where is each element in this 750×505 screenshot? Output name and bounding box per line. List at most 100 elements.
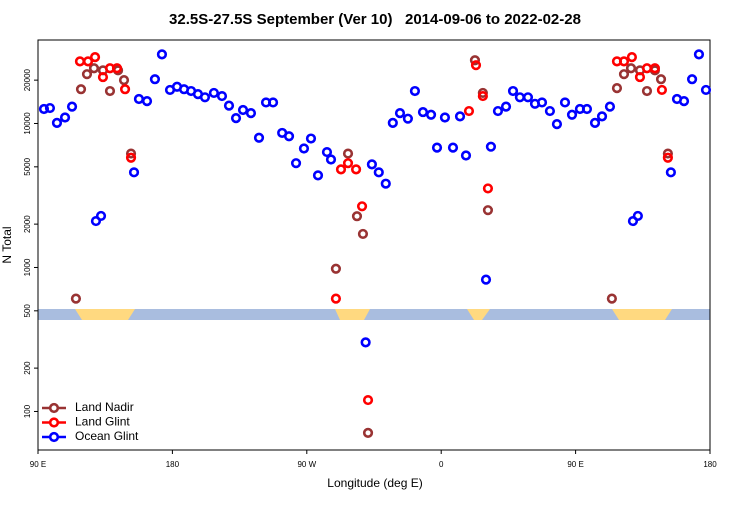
legend-label: Land Nadir (75, 400, 134, 414)
point (66, 101, 78, 112)
point (625, 63, 637, 74)
point (551, 119, 563, 130)
point (149, 74, 161, 85)
point (290, 158, 302, 169)
point (357, 228, 369, 240)
point (342, 158, 354, 169)
point (360, 337, 371, 348)
point (394, 108, 406, 119)
point (482, 205, 494, 216)
legend-marker (48, 417, 60, 428)
point (90, 215, 102, 227)
point (618, 56, 630, 67)
point (38, 103, 50, 115)
point (589, 117, 601, 128)
point (223, 100, 235, 111)
x-tick-label: 180 (166, 460, 180, 469)
y-tick-label: 20000 (23, 68, 32, 91)
point (641, 63, 653, 74)
point (74, 56, 86, 67)
point (350, 164, 362, 175)
y-tick-label: 2000 (23, 215, 32, 233)
y-tick-label: 1000 (23, 258, 32, 276)
point (470, 60, 482, 71)
point (425, 109, 437, 120)
point (559, 97, 571, 108)
point (618, 69, 630, 80)
point (141, 96, 153, 107)
point (330, 263, 342, 274)
y-tick-label: 200 (23, 361, 32, 375)
point (97, 71, 109, 83)
point (485, 141, 497, 152)
point (305, 133, 317, 144)
plot-frame (37, 39, 711, 451)
point (89, 52, 101, 63)
x-tick-label: 90 E (567, 460, 583, 469)
x-tick-label: 90 W (297, 460, 316, 469)
point (88, 63, 100, 74)
point (678, 96, 690, 107)
point (111, 63, 123, 74)
point (655, 74, 667, 85)
point (51, 117, 63, 128)
point (656, 84, 668, 96)
point (104, 85, 116, 97)
point (460, 150, 472, 161)
point (700, 84, 712, 96)
point (649, 63, 660, 74)
point (447, 142, 459, 153)
point (431, 142, 443, 153)
point (75, 84, 87, 95)
y-tick-label: 500 (23, 304, 32, 318)
point (125, 152, 137, 163)
chart-title: 32.5S-27.5S September (Ver 10) 2014-09-0… (169, 11, 581, 28)
point (380, 178, 391, 189)
point (199, 92, 211, 103)
point (693, 49, 705, 60)
point (626, 52, 637, 63)
point (125, 148, 137, 159)
point (253, 132, 265, 143)
point (362, 394, 374, 406)
point (627, 215, 639, 227)
point (566, 109, 578, 120)
y-axis-label: N Total (0, 226, 14, 263)
point (128, 167, 140, 178)
point (662, 152, 673, 163)
point (634, 71, 646, 83)
y-tick-label: 5000 (23, 157, 32, 175)
point (156, 49, 168, 60)
point (118, 75, 130, 86)
point (82, 56, 94, 67)
point (366, 159, 378, 170)
point (480, 274, 492, 285)
point (632, 210, 643, 222)
legend-label: Land Glint (75, 415, 130, 429)
point (342, 148, 354, 159)
point (596, 111, 608, 122)
point (463, 105, 475, 117)
point (356, 201, 368, 212)
x-tick-label: 180 (703, 460, 717, 469)
point (351, 211, 363, 222)
y-tick-label: 100 (23, 404, 32, 418)
legend-marker (48, 402, 60, 414)
point (298, 143, 310, 154)
point (387, 117, 398, 128)
point (606, 293, 617, 304)
point (611, 83, 623, 94)
point (514, 92, 525, 103)
x-axis-label: Longitude (deg E) (327, 476, 422, 490)
point (283, 131, 295, 142)
point (237, 104, 249, 116)
point (477, 90, 488, 102)
point (662, 148, 673, 159)
point (500, 101, 512, 112)
point (641, 85, 653, 97)
point (44, 102, 56, 114)
point (402, 113, 413, 124)
point (208, 87, 220, 99)
point (482, 183, 494, 194)
point (581, 103, 593, 115)
